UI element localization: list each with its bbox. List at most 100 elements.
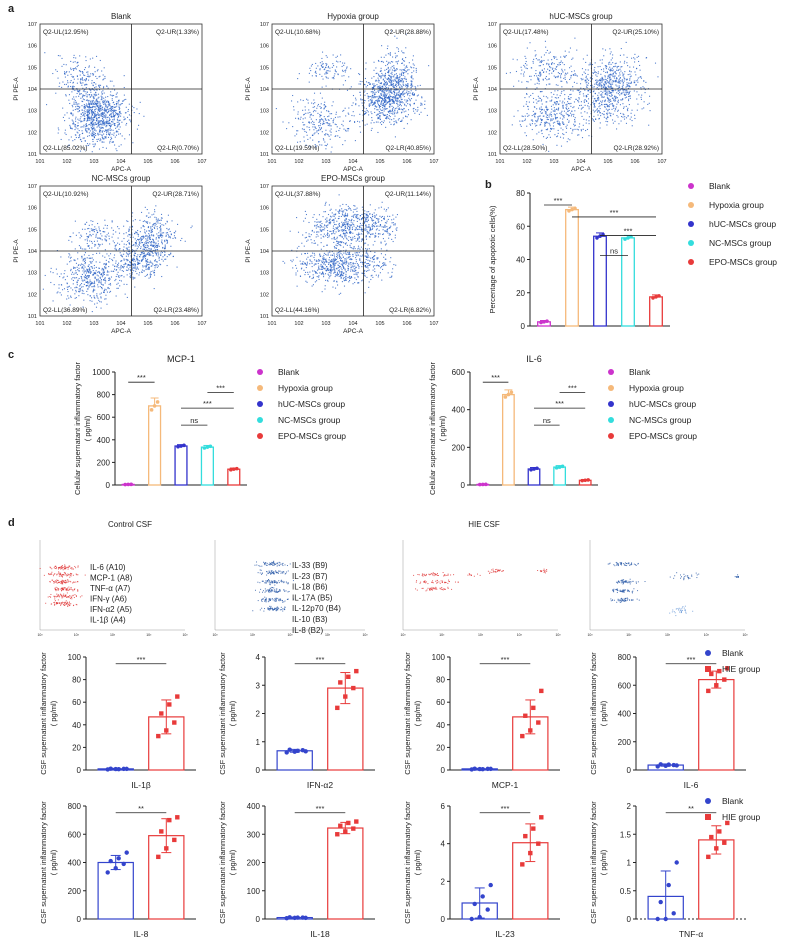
flow-dot [102, 108, 104, 110]
flow-dot [135, 243, 137, 245]
flow-dot [612, 113, 614, 115]
flow-dot [78, 295, 80, 297]
flow-dot [593, 98, 595, 100]
flow-dot [608, 99, 610, 101]
flow-dot [133, 263, 135, 265]
flow-dot [92, 120, 94, 123]
flow-dot [119, 279, 121, 282]
flow-dot [562, 104, 564, 107]
flow-dot [397, 119, 399, 121]
flow-dot [621, 81, 623, 83]
flow-dot [125, 232, 127, 234]
flow-dot [101, 96, 103, 98]
y-tick: 101 [488, 152, 497, 158]
flow-dot [379, 96, 381, 99]
flow-dot [558, 123, 560, 125]
flow-dot [608, 86, 610, 88]
flow-dot [638, 94, 640, 96]
flow-dot [118, 121, 120, 123]
flow-dot [560, 80, 562, 82]
flow-dot [87, 94, 89, 96]
flow-dot [527, 108, 529, 110]
flow-dot [522, 120, 524, 122]
flow-dot [84, 252, 86, 254]
flow-dot [93, 82, 95, 84]
flow-dot [602, 48, 604, 50]
flow-dot [379, 112, 381, 114]
flow-dot [83, 124, 85, 126]
flow-dot [134, 245, 136, 247]
flow-dot [365, 68, 367, 70]
quadrant-ur: Q2-UR(28.71%) [152, 191, 199, 198]
flow-dot [88, 107, 90, 109]
flow-dot [61, 65, 63, 67]
flow-dot [548, 83, 550, 85]
flow-dot [538, 74, 540, 76]
flow-dot [374, 97, 376, 99]
flow-dot [602, 79, 604, 81]
flow-dot [623, 106, 625, 108]
flow-dot [557, 122, 559, 124]
flow-dot [548, 122, 550, 124]
flow-dot [339, 127, 341, 129]
flow-dot [424, 103, 426, 105]
flow-dot [324, 224, 326, 226]
flow-dot [127, 235, 129, 237]
flow-dot [334, 69, 336, 71]
flow-dot [99, 104, 101, 106]
flow-dot [553, 63, 555, 65]
flow-dot [365, 112, 367, 114]
flow-dot [89, 295, 92, 297]
flow-dot [618, 75, 620, 77]
flow-dot [601, 82, 603, 84]
flow-dot [344, 71, 346, 73]
flow-dot [617, 100, 619, 102]
flow-dot [577, 129, 579, 131]
flow-dot [331, 113, 333, 115]
flow-dot [92, 230, 94, 232]
flow-dot [164, 251, 166, 253]
flow-dot [91, 242, 93, 244]
flow-dot [93, 112, 95, 114]
flow-dot [601, 84, 603, 87]
flow-dot [637, 55, 640, 57]
flow-dot [612, 79, 614, 82]
flow-dot [103, 271, 105, 274]
flow-dot [335, 56, 337, 58]
flow-dot [94, 94, 96, 96]
flow-dot [372, 89, 374, 91]
flow-dot [568, 120, 570, 122]
x-tick: 105 [143, 159, 152, 165]
flow-dot [327, 232, 329, 234]
flow-dot [565, 73, 567, 75]
flow-dot [311, 230, 313, 232]
flow-dot [413, 107, 415, 109]
flow-dot [130, 274, 132, 277]
flow-dot [608, 81, 610, 83]
flow-dot [113, 242, 115, 244]
flow-dot [557, 64, 559, 66]
flow-dot [611, 102, 613, 105]
panel-label-b: b [485, 179, 492, 191]
flow-dot [104, 266, 106, 268]
flow-dot [313, 129, 315, 131]
flow-dot [120, 280, 122, 282]
flow-dot [394, 110, 396, 112]
flow-dot [544, 124, 546, 126]
flow-dot [95, 272, 97, 274]
flow-dot [395, 73, 398, 75]
flow-dot [92, 273, 94, 276]
flow-dot [556, 101, 558, 103]
flow-dot [346, 67, 348, 69]
flow-dot [82, 100, 84, 103]
flow-dot [619, 72, 621, 74]
flow-dot [392, 113, 394, 115]
flow-dot [100, 105, 102, 107]
flow-dot [67, 86, 69, 88]
flow-dot [70, 287, 72, 289]
flow-dot [404, 104, 406, 106]
flow-dot [165, 258, 167, 260]
flow-dot [405, 70, 408, 72]
flow-dot [64, 279, 66, 281]
flow-dot [546, 107, 548, 109]
